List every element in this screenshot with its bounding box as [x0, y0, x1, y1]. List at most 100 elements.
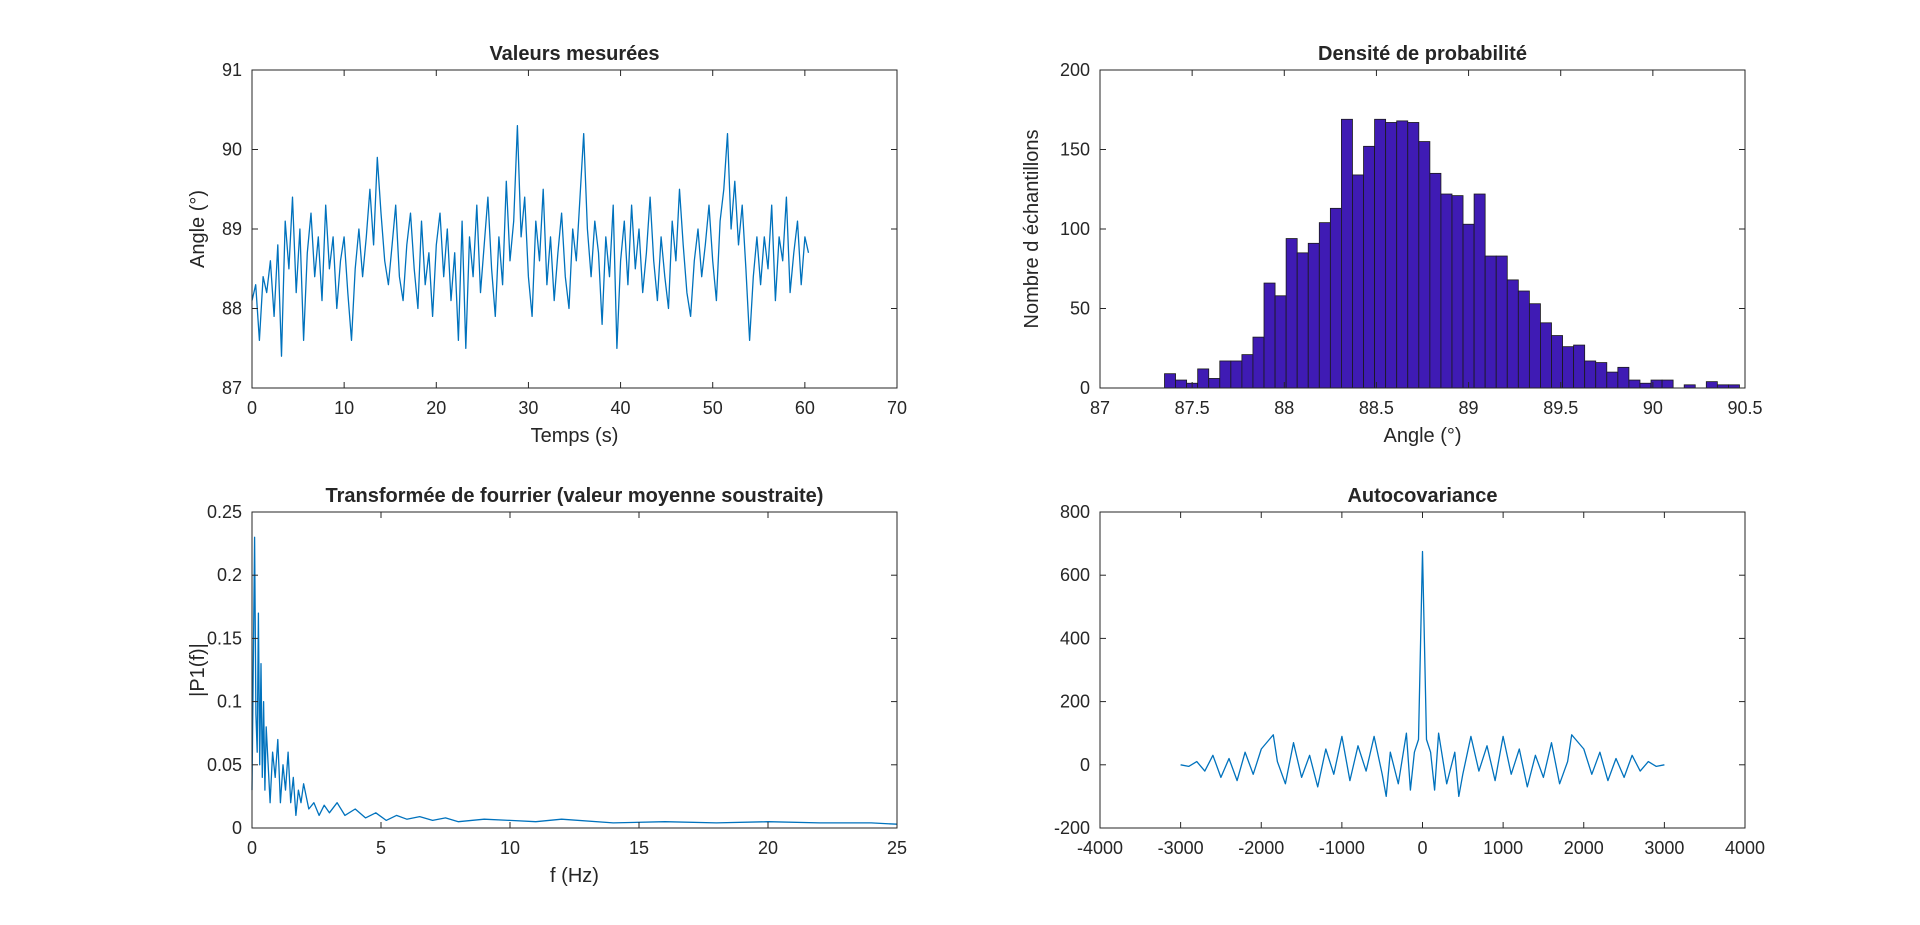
chart-1: 0 10 20 30 40 50 60 70 87 88 89 90 91 Valeurs mesurée… — [187, 43, 907, 447]
histogram-bar — [1352, 174, 1364, 389]
chart-3: 0 5 10 15 20 25 0 0.05 0.1 0.15 0.2 0.25 Transformée… — [187, 485, 907, 887]
x-tick-label: 20 — [426, 398, 446, 418]
histogram-bar — [1208, 378, 1221, 389]
histogram-bar — [1584, 360, 1597, 389]
x-tick-label: 90.5 — [1727, 398, 1762, 418]
y-tick-label: 0.05 — [207, 755, 242, 775]
histogram-bar — [1307, 242, 1320, 389]
y-tick-label: 87 — [222, 378, 242, 398]
y-axis-label: Nombre d échantillons — [1021, 130, 1043, 329]
histogram-bar — [1274, 295, 1287, 389]
histogram-bar — [1219, 360, 1232, 389]
chart-title: Transformée de fourrier (valeur moyenne … — [326, 485, 824, 507]
histogram-bar — [1252, 336, 1265, 389]
histogram-bar — [1396, 120, 1409, 389]
x-tick-label: 30 — [518, 398, 538, 418]
histogram-bar — [1329, 207, 1342, 389]
x-tick-label: 87 — [1090, 398, 1110, 418]
x-tick-label: 89 — [1459, 398, 1479, 418]
histogram-bar — [1661, 379, 1674, 389]
x-tick-label: 15 — [629, 838, 649, 858]
y-tick-label: 200 — [1060, 692, 1090, 712]
histogram-bar — [1617, 366, 1630, 389]
histogram-bar — [1606, 371, 1619, 389]
x-tick-label: 50 — [703, 398, 723, 418]
x-tick-label: 87.5 — [1175, 398, 1210, 418]
x-axis-label: Temps (s) — [531, 425, 619, 447]
x-tick-label: 2000 — [1564, 838, 1604, 858]
histogram-bar — [1473, 193, 1486, 389]
y-tick-label: 0 — [1080, 755, 1090, 775]
x-tick-label: 25 — [887, 838, 907, 858]
y-tick-label: 50 — [1070, 299, 1090, 319]
y-tick-label: 0.2 — [217, 565, 242, 585]
y-tick-label: 0.15 — [207, 628, 242, 648]
histogram-bar — [1484, 255, 1497, 389]
y-tick-label: 400 — [1060, 628, 1090, 648]
histogram-bar — [1407, 122, 1420, 389]
y-tick-label: 0 — [1080, 378, 1090, 398]
histogram-bar — [1506, 279, 1519, 389]
y-tick-label: 0 — [232, 818, 242, 838]
histogram-bar — [1562, 346, 1575, 389]
y-tick-label: 100 — [1060, 219, 1090, 239]
chart-4: -4000 -3000 -2000 -1000 0 1000 2000 3000 4000-20… — [1054, 485, 1765, 858]
x-axis-label: Angle (°) — [1383, 425, 1461, 447]
x-tick-label: 89.5 — [1543, 398, 1578, 418]
plot-area — [252, 512, 897, 828]
y-axis-label: |P1(f)| — [187, 643, 209, 697]
histogram-bar — [1573, 344, 1586, 389]
y-tick-label: 91 — [222, 60, 242, 80]
histogram-bar — [1495, 255, 1508, 389]
chart-title: Autocovariance — [1347, 485, 1497, 507]
chart-2: 87 87.5 88 88.5 89 89.5 90 90.5 0 50 100 150 200 Dens… — [1021, 43, 1763, 447]
histogram-bar — [1540, 322, 1552, 389]
x-tick-label: 10 — [334, 398, 354, 418]
histogram-bar — [1263, 282, 1276, 389]
histogram-bar — [1230, 360, 1243, 389]
axes-box — [251, 511, 898, 829]
x-tick-label: 0 — [1417, 838, 1427, 858]
x-tick-label: 88 — [1274, 398, 1294, 418]
y-tick-label: 0.25 — [207, 502, 242, 522]
x-tick-label: 70 — [887, 398, 907, 418]
x-tick-label: -4000 — [1077, 838, 1123, 858]
histogram-bar — [1429, 172, 1442, 389]
histogram-bar — [1418, 141, 1431, 389]
x-axis-label: f (Hz) — [550, 865, 599, 887]
histogram-bar — [1175, 379, 1188, 389]
histogram-bar — [1296, 252, 1309, 389]
histogram-bar — [1385, 122, 1398, 389]
x-tick-label: 40 — [611, 398, 631, 418]
histogram-bar — [1462, 223, 1475, 389]
y-tick-label: 200 — [1060, 60, 1090, 80]
x-tick-label: 4000 — [1725, 838, 1765, 858]
y-tick-label: 150 — [1060, 140, 1090, 160]
y-tick-label: 89 — [222, 219, 242, 239]
x-tick-label: 90 — [1643, 398, 1663, 418]
x-tick-label: -1000 — [1319, 838, 1365, 858]
histogram-bar — [1363, 145, 1375, 389]
y-tick-label: 0.1 — [217, 692, 242, 712]
x-tick-label: -2000 — [1238, 838, 1284, 858]
histogram-bar — [1197, 368, 1210, 389]
x-tick-label: 0 — [247, 398, 257, 418]
histogram-bar — [1164, 373, 1176, 389]
histogram-bar — [1639, 382, 1652, 389]
series-line-1 — [251, 536, 898, 825]
y-tick-label: 600 — [1060, 565, 1090, 585]
plot-area — [252, 70, 897, 388]
histogram-bar — [1341, 118, 1353, 389]
histogram-bar — [1628, 379, 1641, 389]
x-tick-label: 10 — [500, 838, 520, 858]
x-tick-label: 3000 — [1644, 838, 1684, 858]
series-line-1 — [1180, 550, 1665, 798]
series-line-1 — [251, 125, 810, 357]
chart-title: Valeurs mesurées — [489, 43, 659, 65]
histogram-bar — [1241, 354, 1254, 389]
x-tick-label: 88.5 — [1359, 398, 1394, 418]
histogram-bar — [1705, 381, 1718, 389]
histogram-bar — [1595, 362, 1608, 389]
x-tick-label: 1000 — [1483, 838, 1523, 858]
